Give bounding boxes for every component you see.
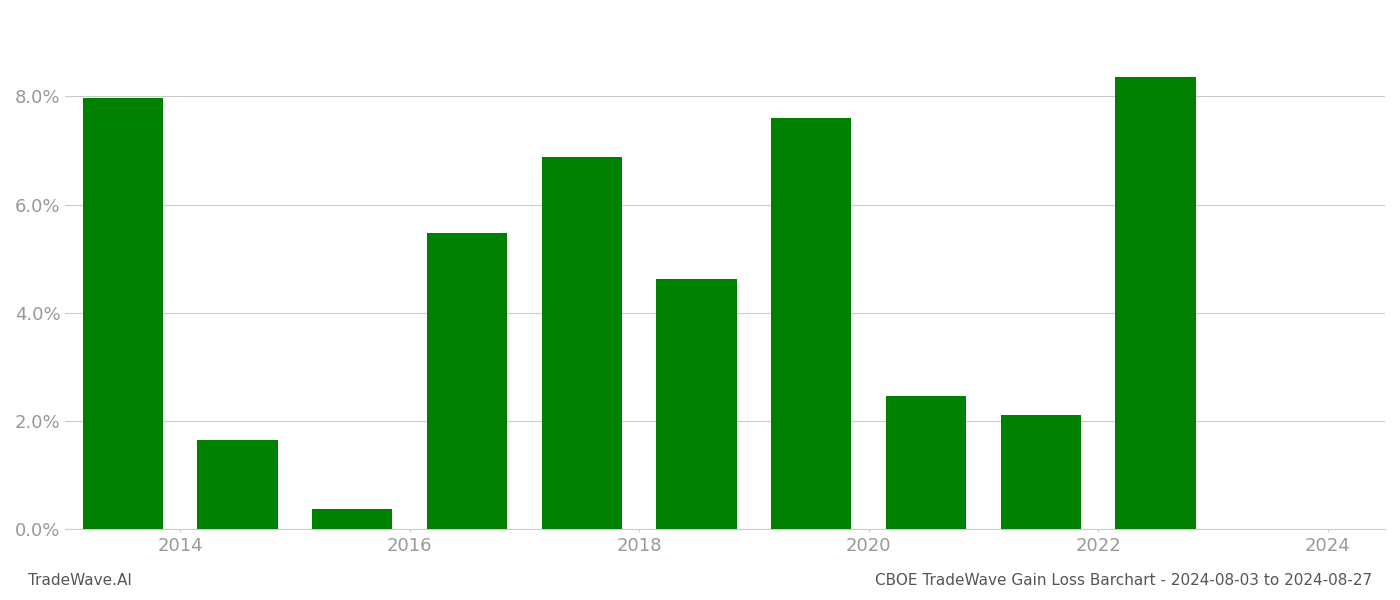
Bar	[197, 440, 277, 529]
Bar	[771, 118, 851, 529]
Bar	[657, 278, 736, 529]
Bar	[542, 157, 622, 529]
Text: TradeWave.AI: TradeWave.AI	[28, 573, 132, 588]
Text: CBOE TradeWave Gain Loss Barchart - 2024-08-03 to 2024-08-27: CBOE TradeWave Gain Loss Barchart - 2024…	[875, 573, 1372, 588]
Bar	[427, 233, 507, 529]
Bar	[1116, 77, 1196, 529]
Bar	[312, 509, 392, 529]
Bar	[1001, 415, 1081, 529]
Bar	[886, 396, 966, 529]
Bar	[83, 98, 162, 529]
